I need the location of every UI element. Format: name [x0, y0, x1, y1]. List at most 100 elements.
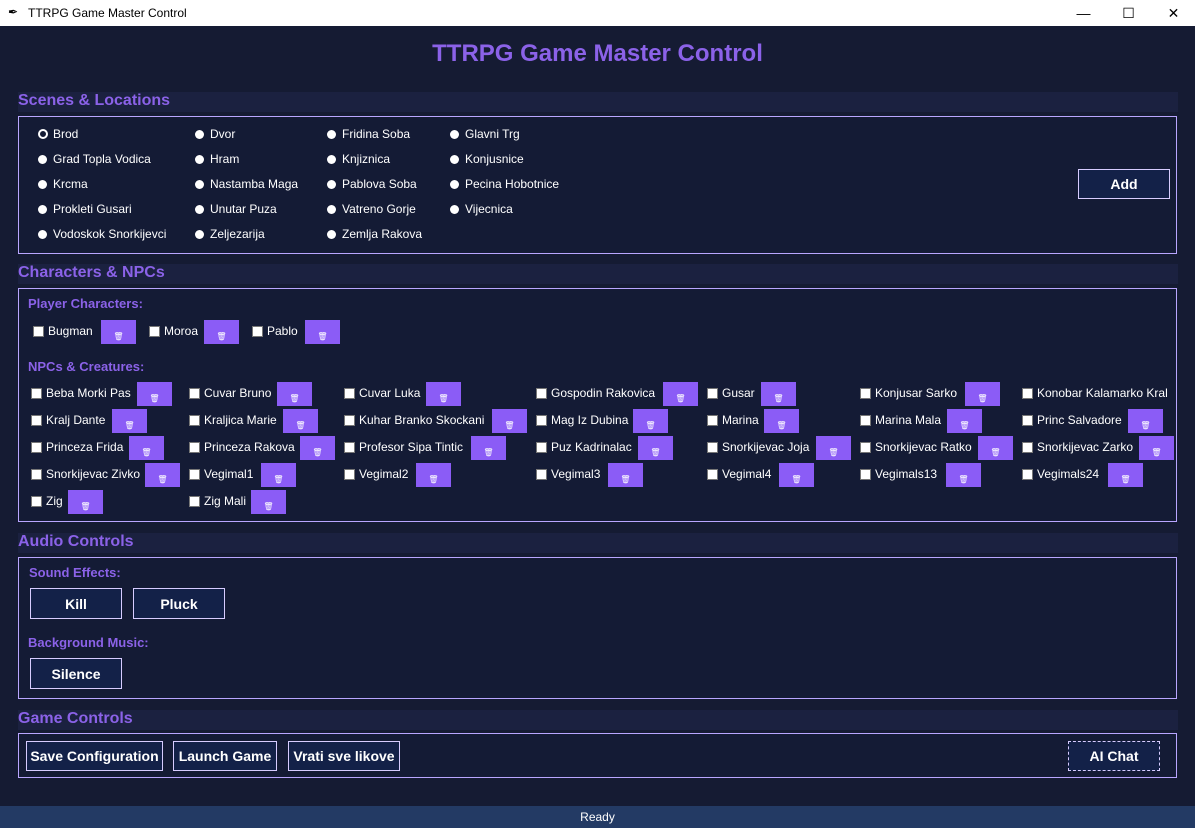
- scene-label: Knjiznica: [342, 152, 391, 166]
- audio-section-label: Audio Controls: [18, 533, 134, 550]
- audio-section-bar: [18, 533, 1178, 553]
- npc-name: Vegimal2: [359, 467, 409, 481]
- add-scene-button[interactable]: Add: [1078, 169, 1170, 199]
- radio-button-icon: [195, 155, 204, 164]
- checkbox-icon: [860, 469, 871, 480]
- delete-bugman-button[interactable]: 🗑: [101, 320, 136, 344]
- radio-button-icon: [450, 155, 459, 164]
- npc-name: Snorkijevac Zivko: [46, 467, 141, 481]
- game-section-label: Game Controls: [18, 710, 133, 727]
- delete-vegimal3-button[interactable]: 🗑: [608, 463, 643, 487]
- checkbox-icon: [860, 442, 871, 453]
- npc-name: Gospodin Rakovica: [551, 386, 656, 400]
- radio-button-icon: [327, 130, 336, 139]
- delete-snorkijevac-zarko-button[interactable]: 🗑: [1139, 436, 1174, 460]
- delete-kraljica-marie-button[interactable]: 🗑: [283, 409, 318, 433]
- trash-icon: 🗑: [958, 475, 969, 484]
- delete-marina-mala-button[interactable]: 🗑: [947, 409, 982, 433]
- delete-princeza-rakova-button[interactable]: 🗑: [300, 436, 335, 460]
- npc-name: Marina Mala: [875, 413, 942, 427]
- delete-kralj-dante-button[interactable]: 🗑: [112, 409, 147, 433]
- delete-zig-mali-button[interactable]: 🗑: [251, 490, 286, 514]
- trash-icon: 🗑: [791, 475, 802, 484]
- delete-snorkijevac-zivko-button[interactable]: 🗑: [145, 463, 180, 487]
- launch-game-button[interactable]: Launch Game: [173, 741, 277, 771]
- player-characters-label: Player Characters:: [28, 296, 143, 311]
- delete-vegimal2-button[interactable]: 🗑: [416, 463, 451, 487]
- scene-label: Konjusnice: [465, 152, 524, 166]
- delete-cuvar-luka-button[interactable]: 🗑: [426, 382, 461, 406]
- delete-snorkijevac-joja-button[interactable]: 🗑: [816, 436, 851, 460]
- npc-name: Vegimal3: [551, 467, 601, 481]
- delete-princ-salvadore-button[interactable]: 🗑: [1128, 409, 1163, 433]
- return-all-characters-button[interactable]: Vrati sve likove: [288, 741, 400, 771]
- checkbox-icon: [189, 415, 200, 426]
- radio-button-icon: [450, 130, 459, 139]
- player-name: Pablo: [267, 324, 298, 338]
- checkbox-icon: [1022, 442, 1033, 453]
- npc-name: Vegimals24: [1037, 467, 1100, 481]
- trash-icon: 🗑: [675, 394, 686, 403]
- radio-button-icon: [327, 230, 336, 239]
- trash-icon: 🗑: [1151, 448, 1162, 457]
- scene-label: Zeljezarija: [210, 227, 265, 241]
- checkbox-icon: [31, 388, 42, 399]
- save-configuration-button[interactable]: Save Configuration: [26, 741, 163, 771]
- status-bar: Ready: [0, 806, 1195, 828]
- delete-vegimals13-button[interactable]: 🗑: [946, 463, 981, 487]
- checkbox-icon: [707, 469, 718, 480]
- delete-gusar-button[interactable]: 🗑: [761, 382, 796, 406]
- delete-princeza-frida-button[interactable]: 🗑: [129, 436, 164, 460]
- radio-button-icon: [450, 180, 459, 189]
- delete-mag-iz-dubina-button[interactable]: 🗑: [633, 409, 668, 433]
- sfx-pluck-button[interactable]: Pluck: [133, 588, 225, 619]
- delete-vegimal4-button[interactable]: 🗑: [779, 463, 814, 487]
- trash-icon: 🗑: [428, 475, 439, 484]
- player-name: Bugman: [48, 324, 93, 338]
- trash-icon: 🗑: [273, 475, 284, 484]
- trash-icon: 🗑: [289, 394, 300, 403]
- audio-panel: [18, 557, 1177, 699]
- checkbox-icon: [189, 388, 200, 399]
- maximize-button[interactable]: ☐: [1122, 4, 1135, 21]
- trash-icon: 🗑: [990, 448, 1001, 457]
- checkbox-icon: [189, 442, 200, 453]
- delete-vegimal1-button[interactable]: 🗑: [261, 463, 296, 487]
- trash-icon: 🗑: [1120, 475, 1131, 484]
- sfx-kill-button[interactable]: Kill: [30, 588, 122, 619]
- trash-icon: 🗑: [216, 332, 227, 341]
- delete-zig-button[interactable]: 🗑: [68, 490, 103, 514]
- delete-moroa-button[interactable]: 🗑: [204, 320, 239, 344]
- trash-icon: 🗑: [504, 421, 515, 430]
- delete-snorkijevac-ratko-button[interactable]: 🗑: [978, 436, 1013, 460]
- scene-label: Unutar Puza: [210, 202, 277, 216]
- trash-icon: 🗑: [80, 502, 91, 511]
- radio-button-icon: [450, 205, 459, 214]
- npc-name: Konjusar Sarko: [875, 386, 958, 400]
- page-title: TTRPG Game Master Control: [432, 40, 763, 67]
- checkbox-icon: [1022, 469, 1033, 480]
- music-silence-button[interactable]: Silence: [30, 658, 122, 689]
- npc-name: Mag Iz Dubina: [551, 413, 629, 427]
- close-button[interactable]: ✕: [1167, 4, 1180, 21]
- checkbox-icon: [189, 469, 200, 480]
- trash-icon: 🗑: [312, 448, 323, 457]
- checkbox-icon: [536, 415, 547, 426]
- delete-pablo-button[interactable]: 🗑: [305, 320, 340, 344]
- npc-name: Cuvar Bruno: [204, 386, 272, 400]
- delete-profesor-sipa-tintic-button[interactable]: 🗑: [471, 436, 506, 460]
- npc-name: Princ Salvadore: [1037, 413, 1122, 427]
- delete-vegimals24-button[interactable]: 🗑: [1108, 463, 1143, 487]
- ai-chat-button[interactable]: AI Chat: [1068, 741, 1160, 771]
- checkbox-icon: [860, 388, 871, 399]
- delete-cuvar-bruno-button[interactable]: 🗑: [277, 382, 312, 406]
- npc-name: Kuhar Branko Skockani: [359, 413, 485, 427]
- delete-marina-button[interactable]: 🗑: [764, 409, 799, 433]
- delete-gospodin-rakovica-button[interactable]: 🗑: [663, 382, 698, 406]
- delete-beba-morki-pas-button[interactable]: 🗑: [137, 382, 172, 406]
- minimize-button[interactable]: —: [1076, 5, 1091, 21]
- delete-kuhar-branko-skockani-button[interactable]: 🗑: [492, 409, 527, 433]
- delete-puz-kadrinalac-button[interactable]: 🗑: [638, 436, 673, 460]
- feather-icon: ✒: [8, 5, 19, 19]
- delete-konjusar-sarko-button[interactable]: 🗑: [965, 382, 1000, 406]
